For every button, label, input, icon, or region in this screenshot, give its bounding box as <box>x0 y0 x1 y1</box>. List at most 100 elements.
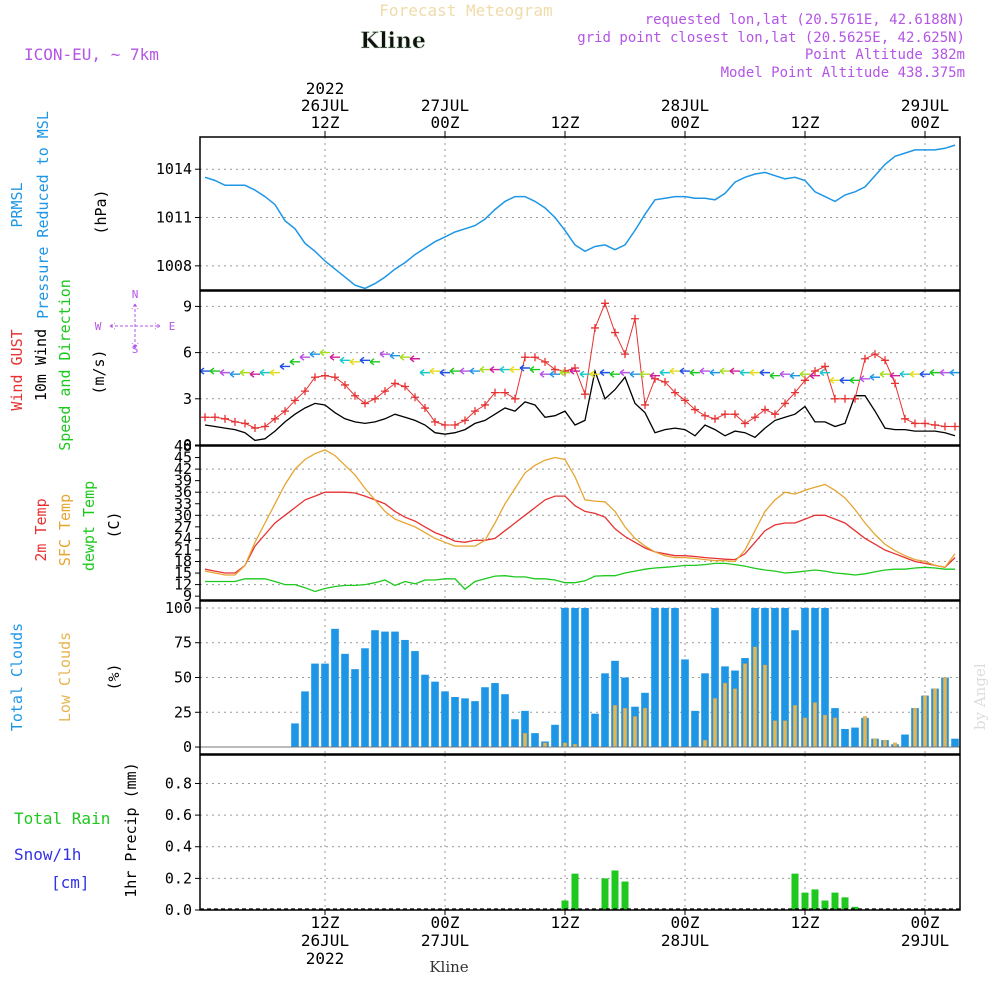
total-cloud-bar <box>361 648 369 748</box>
y-tick-label: 48 <box>174 437 192 455</box>
y-tick-label: 100 <box>165 599 192 617</box>
total-cloud-bar <box>801 607 809 748</box>
gust-marker <box>581 390 589 399</box>
low-cloud-bar <box>753 646 757 748</box>
top-time-label: 12Z <box>311 113 340 132</box>
wind-direction-arrow <box>559 369 570 377</box>
compass-letter: S <box>132 343 139 356</box>
gust-marker <box>621 350 629 359</box>
wind-direction-arrow <box>879 370 890 378</box>
low-cloud-bar <box>623 707 627 748</box>
gust-marker <box>541 357 549 366</box>
wind-gust-line <box>205 301 955 429</box>
wind-direction-arrow <box>269 369 280 377</box>
wind-direction-arrow <box>289 358 300 366</box>
y-tick-label: 1014 <box>156 160 192 178</box>
low-cloud-bar <box>723 682 727 748</box>
gust-marker <box>531 353 539 362</box>
y-tick-label: 75 <box>174 634 192 652</box>
wind-direction-arrow <box>419 369 430 377</box>
y-tick-label: 33 <box>174 495 192 513</box>
total-cloud-bar <box>771 607 779 748</box>
gust-marker <box>351 391 359 400</box>
low-cloud-bar <box>943 677 947 748</box>
top-time-label: 12Z <box>791 113 820 132</box>
gust-marker <box>811 367 819 376</box>
precip-legend-label: [cm] <box>51 873 90 892</box>
panel-label: (hPa) <box>92 189 110 234</box>
low-cloud-bar <box>563 742 567 748</box>
gust-marker <box>591 323 599 332</box>
wind-direction-arrow <box>319 349 330 357</box>
total-cloud-bar <box>791 630 799 748</box>
panel-border <box>199 600 961 755</box>
plot-area <box>200 446 960 600</box>
gust-marker <box>231 417 239 426</box>
info-line-3: Point Altitude 382m <box>805 47 965 63</box>
rain-bar <box>601 878 609 910</box>
low-cloud-bar <box>813 702 817 748</box>
low-cloud-bar <box>823 714 827 748</box>
wind-direction-arrow <box>889 372 900 380</box>
wind-direction-arrow <box>899 370 910 378</box>
total-cloud-bar <box>821 607 829 748</box>
wind-direction-arrow <box>549 370 560 378</box>
total-cloud-bar <box>661 607 669 748</box>
temp-dewpt-line <box>205 562 955 593</box>
wind-direction-arrow <box>939 369 950 377</box>
low-cloud-bar <box>873 738 877 748</box>
wind-direction-arrow <box>749 369 760 377</box>
low-cloud-bar <box>703 739 707 748</box>
gust-marker <box>241 419 249 428</box>
y-tick-label: 9 <box>183 587 192 605</box>
plot-area <box>200 755 960 910</box>
low-cloud-bar <box>613 705 617 748</box>
total-cloud-bar <box>491 683 499 748</box>
total-cloud-bar <box>351 669 359 748</box>
wind-direction-arrow <box>209 367 220 375</box>
total-cloud-bar <box>471 701 479 748</box>
compass-icon <box>109 303 161 349</box>
total-cloud-bar <box>311 663 319 748</box>
gust-marker <box>271 414 279 423</box>
bottom-time-label: 29JUL <box>901 931 949 950</box>
panel-label: Total Clouds <box>8 623 26 731</box>
y-tick-label: 1008 <box>156 257 192 275</box>
total-cloud-bar <box>681 659 689 748</box>
info-line-1: requested lon,lat (20.5761E, 42.6188N) <box>645 12 965 28</box>
y-tick-label: 0.0 <box>165 901 192 919</box>
y-tick-label: 25 <box>174 703 192 721</box>
wind-direction-arrow <box>779 370 790 378</box>
panel-border <box>199 290 961 446</box>
total-cloud-bar <box>551 724 559 748</box>
panel-label: Pressure Reduced to MSL <box>34 111 52 319</box>
top-time-label: 00Z <box>431 113 460 132</box>
wind-direction-arrow <box>249 370 260 378</box>
wind-direction-arrow <box>909 370 920 378</box>
top-time-label: 00Z <box>911 113 940 132</box>
gust-marker <box>501 388 509 397</box>
wind-direction-arrow <box>709 369 720 377</box>
panel-border <box>199 136 961 291</box>
y-tick-label: 3 <box>183 390 192 408</box>
low-cloud-bar <box>733 688 737 748</box>
total-cloud-bar <box>321 663 329 748</box>
wind-direction-arrow <box>699 367 710 375</box>
y-tick-label: 36 <box>174 483 192 501</box>
y-tick-label: 30 <box>174 506 192 524</box>
gust-marker <box>861 354 869 363</box>
wind-direction-arrow <box>639 370 650 378</box>
gust-marker <box>641 400 649 409</box>
y-tick-label: 24 <box>174 529 192 547</box>
total-cloud-bar <box>461 698 469 748</box>
y-tick-label: 0 <box>183 738 192 756</box>
wind-direction-arrow <box>729 367 740 375</box>
wind-direction-arrow <box>629 370 640 378</box>
wind-direction-arrow <box>679 367 690 375</box>
wind-direction-arrow <box>529 365 540 374</box>
panel-border <box>199 754 961 911</box>
wind-10m-line <box>204 368 956 442</box>
compass-letter: W <box>95 320 102 333</box>
low-cloud-bar <box>793 705 797 748</box>
